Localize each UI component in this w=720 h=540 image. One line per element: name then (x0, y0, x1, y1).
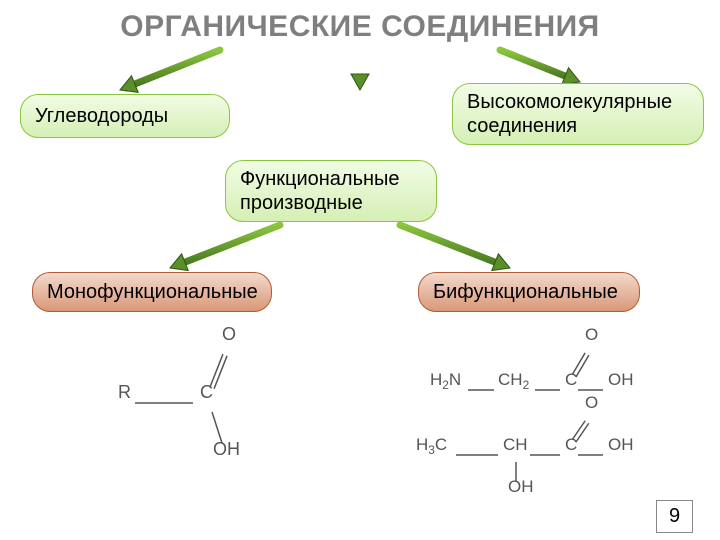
svg-text:CH: CH (503, 435, 528, 454)
svg-text:O: O (585, 393, 598, 412)
svg-text:C: C (200, 382, 213, 402)
arrows-layer (0, 0, 720, 540)
svg-text:C: C (565, 370, 577, 389)
svg-text:H2N: H2N (430, 370, 461, 392)
node-hydrocarbons: Углеводороды (20, 94, 230, 138)
svg-text:O: O (585, 325, 598, 344)
svg-text:O: O (222, 324, 236, 344)
chem-layer: RCOOH H2NCH2COOHH3CCHCOOHOH (0, 0, 720, 540)
node-bi: Бифункциональные (418, 272, 640, 312)
svg-text:CH2: CH2 (498, 370, 530, 392)
page-title: ОРГАНИЧЕСКИЕ СОЕДИНЕНИЯ (0, 10, 720, 44)
svg-text:H3C: H3C (416, 435, 447, 457)
svg-text:C: C (565, 435, 577, 454)
node-polymers: Высокомолекулярные соединения (452, 83, 704, 145)
svg-text:OH: OH (608, 370, 634, 389)
svg-text:R: R (118, 382, 131, 402)
svg-text:OH: OH (213, 439, 240, 459)
svg-text:OH: OH (608, 435, 634, 454)
svg-text:OH: OH (508, 477, 534, 496)
node-functional: Функциональные производные (225, 160, 437, 222)
node-mono: Монофункциональные (32, 272, 272, 312)
page-number: 9 (656, 500, 693, 533)
